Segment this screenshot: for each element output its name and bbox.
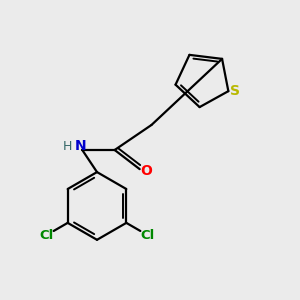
Text: N: N	[75, 140, 87, 154]
Text: H: H	[62, 140, 72, 153]
Text: S: S	[230, 84, 240, 98]
Text: Cl: Cl	[140, 229, 154, 242]
Text: O: O	[140, 164, 152, 178]
Text: Cl: Cl	[39, 229, 54, 242]
